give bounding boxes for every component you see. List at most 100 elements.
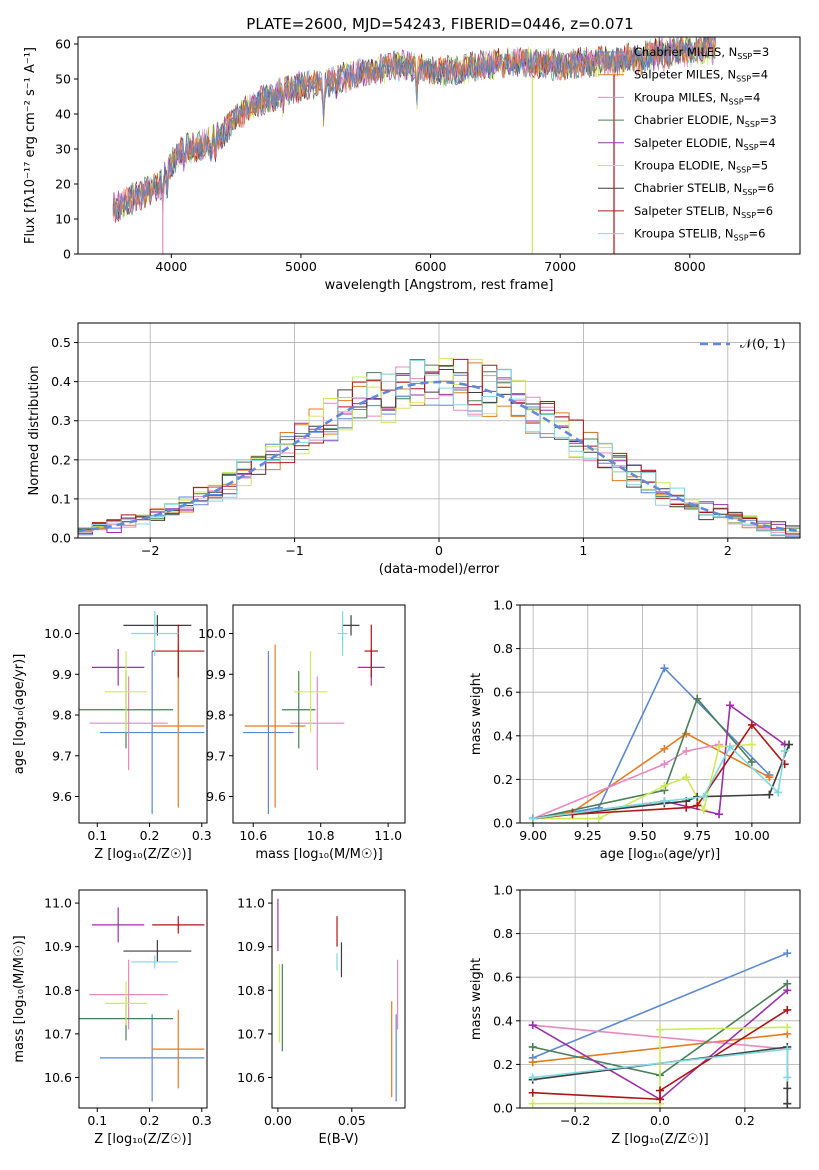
x-axis-label: Z [log₁₀(Z/Z☉)] xyxy=(94,1132,191,1147)
y-tick-label: 0.3 xyxy=(51,413,71,428)
y-tick-label: 0.1 xyxy=(51,491,71,506)
y-tick-label: 0.0 xyxy=(493,1101,513,1116)
x-tick-label: 5000 xyxy=(285,259,317,274)
axes-frame xyxy=(271,889,406,1109)
weight-marker xyxy=(747,740,756,749)
spectrum-line xyxy=(112,37,716,221)
figure-title: PLATE=2600, MJD=54243, FIBERID=0446, z=0… xyxy=(246,15,633,33)
plot-area xyxy=(79,611,205,815)
plot-area xyxy=(277,898,399,1102)
x-tick-label: 9.75 xyxy=(683,828,711,843)
weight-marker xyxy=(594,814,603,823)
weight-line xyxy=(532,745,786,820)
x-tick-label: 11.0 xyxy=(374,828,402,843)
weight-marker xyxy=(765,790,774,799)
x-axis-label: Z [log₁₀(Z/Z☉)] xyxy=(611,1132,708,1147)
legend-name: Salpeter ELODIE, N xyxy=(634,136,744,150)
y-tick-label: 9.8 xyxy=(206,708,226,723)
weight-marker xyxy=(660,760,669,769)
x-axis-label: Z [log₁₀(Z/Z☉)] xyxy=(94,847,191,862)
axes-residuals: −2 −1 0 1 2 0.0 0.1 0.2 0.3 0.4 0.5 (data-model)/er… xyxy=(27,322,801,577)
y-axis-label: mass [log₁₀(M/M☉)] xyxy=(12,935,27,1062)
axes-spectrum: 4000 5000 6000 7000 8000 0 10 20 30 40 50 60 wavelen… xyxy=(23,36,801,293)
x-tick-label: 0.2 xyxy=(735,1113,755,1128)
weight-marker xyxy=(693,694,702,703)
y-tick-label: 0.0 xyxy=(493,816,513,831)
axes-frame xyxy=(78,604,208,824)
weight-marker xyxy=(682,747,691,756)
legend-count: =4 xyxy=(759,136,776,150)
y-tick-label: 9.6 xyxy=(206,789,226,804)
normal-curve xyxy=(78,380,800,533)
legend-count: =6 xyxy=(756,204,773,218)
x-tick-label: −2 xyxy=(141,543,159,558)
legend-count: =4 xyxy=(744,90,761,104)
axes-mass-vs-Z: 0.1 0.2 0.3 10.6 10.7 10.8 10.9 11.0 Z [log₁₀(Z/… xyxy=(12,889,212,1147)
y-tick-label: 0.2 xyxy=(493,772,513,787)
weight-marker xyxy=(528,1073,537,1082)
x-tick-label: 6000 xyxy=(415,259,447,274)
x-tick-label: 10.00 xyxy=(734,828,770,843)
legend-count: =3 xyxy=(752,45,769,59)
weight-marker xyxy=(783,1084,792,1093)
legend-sub: SSP xyxy=(741,211,756,220)
weight-marker xyxy=(699,792,708,801)
legend-name: Kroupa ELODIE, N xyxy=(634,159,736,173)
weight-marker xyxy=(783,949,792,958)
x-tick-label: 9.50 xyxy=(629,828,657,843)
histogram-step xyxy=(78,358,800,535)
y-axis-label: mass weight xyxy=(469,673,484,755)
axes-weight-vs-age: 9.00 9.25 9.50 9.75 10.00 0.0 0.2 0.4 0.6 0.8 1.0 a… xyxy=(469,598,801,862)
weight-marker xyxy=(783,1045,792,1054)
y-tick-label: 10.8 xyxy=(44,983,72,998)
y-tick-label: 0.2 xyxy=(51,452,71,467)
legend-label: Kroupa MILES, NSSP=4 xyxy=(634,90,760,106)
legend-name: Kroupa MILES, N xyxy=(634,90,729,104)
y-tick-label: 0.2 xyxy=(493,1057,513,1072)
axes-frame xyxy=(77,36,801,255)
x-tick-label: 2 xyxy=(724,543,732,558)
legend-name: Chabrier MILES, N xyxy=(634,45,737,59)
weight-marker xyxy=(682,803,691,812)
y-tick-label: 40 xyxy=(55,107,71,122)
y-tick-label: 11.0 xyxy=(237,896,265,911)
weight-line xyxy=(532,952,788,1059)
y-tick-label: 0 xyxy=(63,247,71,262)
y-axis-label: Flux [fλ10⁻¹⁷ erg cm⁻² s⁻¹ A⁻¹] xyxy=(23,47,38,244)
legend-sub: SSP xyxy=(736,166,751,175)
legend-label: Chabrier ELODIE, NSSP=3 xyxy=(634,113,777,129)
weight-marker xyxy=(783,1099,792,1108)
y-tick-label: 20 xyxy=(55,177,71,192)
weight-line xyxy=(532,1026,788,1105)
legend-count: =6 xyxy=(757,181,774,195)
axes-mass-vs-EBV: 0.00 0.05 10.6 10.7 10.8 10.9 11.0 E(B-V) xyxy=(237,889,406,1147)
x-tick-label: 7000 xyxy=(544,259,576,274)
histogram-step xyxy=(78,368,800,538)
y-tick-label: 10.8 xyxy=(237,983,265,998)
x-tick-label: 8000 xyxy=(674,259,706,274)
weight-marker xyxy=(726,742,734,751)
y-tick-label: 1.0 xyxy=(493,883,513,898)
y-tick-label: 10.0 xyxy=(198,626,226,641)
x-tick-label: 10.6 xyxy=(239,828,267,843)
x-tick-label: 9.00 xyxy=(519,828,547,843)
plot-area xyxy=(78,357,800,538)
y-tick-label: 9.9 xyxy=(206,667,226,682)
y-tick-label: 0.6 xyxy=(493,685,513,700)
y-tick-label: 60 xyxy=(55,37,71,52)
y-tick-label: 10 xyxy=(55,212,71,227)
y-tick-label: 9.7 xyxy=(206,748,226,763)
y-tick-label: 10.6 xyxy=(44,1070,72,1085)
legend-sub: SSP xyxy=(745,120,760,129)
weight-marker xyxy=(715,810,724,819)
legend-sub: SSP xyxy=(737,52,752,61)
weight-marker xyxy=(693,801,702,810)
histogram-step xyxy=(78,366,800,533)
weight-marker xyxy=(780,747,789,756)
plot-area xyxy=(529,664,794,823)
legend-label: 𝒩(0, 1) xyxy=(740,336,786,351)
weight-marker xyxy=(747,757,756,766)
weight-marker xyxy=(660,744,669,753)
weight-marker xyxy=(783,1073,792,1082)
x-axis-label: (data-model)/error xyxy=(379,562,500,577)
